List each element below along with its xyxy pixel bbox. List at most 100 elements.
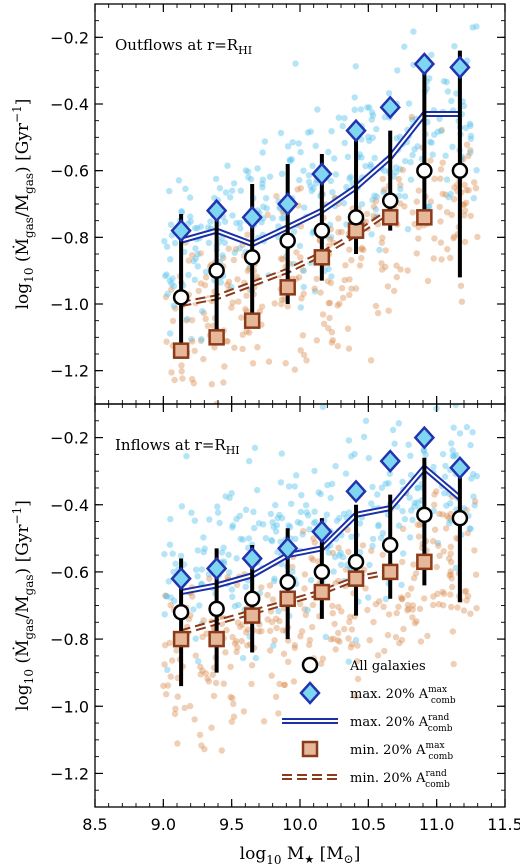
scatter-point-orange	[440, 602, 447, 609]
scatter-point-blue	[259, 180, 266, 187]
scatter-point-blue	[366, 561, 373, 569]
scatter-point-orange	[334, 342, 341, 350]
circle-marker	[279, 232, 296, 249]
scatter-point-orange	[278, 296, 286, 303]
scatter-point-orange	[311, 539, 318, 546]
scatter-point-orange	[199, 667, 206, 674]
scatter-point-orange	[320, 320, 328, 327]
scatter-point-orange	[327, 279, 335, 287]
scatter-point-blue	[312, 142, 319, 150]
scatter-point-blue	[366, 104, 373, 111]
scatter-point-blue	[162, 272, 169, 280]
scatter-point-blue	[200, 534, 207, 541]
scatter-point-blue	[356, 548, 364, 556]
scatter-point-blue	[288, 156, 296, 163]
scatter-point-orange	[358, 244, 366, 252]
scatter-point-blue	[470, 195, 477, 202]
scatter-point-blue	[426, 75, 433, 82]
square-marker	[172, 630, 190, 648]
scatter-point-orange	[178, 362, 185, 369]
scatter-point-orange	[297, 254, 304, 261]
scatter-point-orange	[243, 292, 250, 299]
scatter-point-orange	[167, 673, 174, 680]
scatter-point-orange	[192, 652, 199, 659]
scatter-point-blue	[186, 194, 194, 201]
scatter-point-orange	[433, 488, 440, 495]
circle-marker	[416, 506, 433, 524]
scatter-point-blue	[473, 167, 480, 174]
scatter-point-orange	[345, 345, 353, 352]
scatter-point-blue	[368, 116, 375, 123]
scatter-point-blue	[429, 151, 436, 158]
scatter-point-blue	[381, 167, 388, 174]
scatter-point-blue	[382, 480, 389, 487]
scatter-point-blue	[308, 187, 315, 195]
scatter-point-blue	[205, 224, 212, 231]
scatter-point-orange	[443, 512, 450, 519]
panel-inflows: −1.2 −1.0 −0.8 −0.6 −0.4 −0.2 Inflows at r=RHI…	[50, 396, 506, 808]
scatter-point-blue	[288, 500, 295, 507]
scatter-point-blue	[399, 478, 406, 485]
scatter-point-blue	[402, 157, 409, 165]
diamond-marker	[277, 192, 299, 216]
scatter-point-orange	[197, 337, 205, 344]
scatter-point-blue	[261, 138, 269, 145]
scatter-point-orange	[280, 650, 288, 657]
scatter-point-blue	[440, 78, 448, 85]
scatter-point-blue	[467, 122, 474, 129]
scatter-point-orange	[200, 617, 207, 624]
scatter-point-orange	[437, 175, 444, 182]
scatter-point-orange	[471, 179, 478, 186]
scatter-point-blue	[336, 552, 343, 559]
scatter-point-blue	[456, 430, 464, 437]
scatter-point-orange	[467, 610, 474, 617]
scatter-point-orange	[410, 574, 418, 582]
y-tick-label: −1.2	[50, 362, 89, 381]
scatter-point-blue	[192, 245, 199, 252]
circle-marker	[243, 590, 261, 608]
scatter-point-orange	[162, 293, 170, 301]
square-marker	[243, 607, 261, 624]
scatter-point-blue	[214, 503, 221, 510]
scatter-point-orange	[465, 152, 472, 160]
scatter-point-orange	[191, 347, 198, 355]
scatter-point-blue	[172, 560, 179, 567]
scatter-point-orange	[404, 267, 411, 274]
scatter-point-orange	[306, 636, 314, 644]
scatter-point-orange	[329, 337, 336, 344]
scatter-point-blue	[295, 140, 302, 147]
legend-label: max. 20% Arand comb	[350, 713, 453, 734]
scatter-point-blue	[409, 516, 416, 524]
scatter-point-blue	[284, 143, 292, 150]
scatter-point-orange	[187, 702, 194, 710]
scatter-point-blue	[266, 173, 274, 180]
scatter-point-blue	[381, 113, 389, 121]
y-tick-label: −1.0	[50, 697, 89, 716]
scatter-point-blue	[218, 549, 226, 556]
scatter-point-orange	[450, 235, 457, 242]
scatter-point-blue	[337, 561, 345, 568]
plot-area	[160, 396, 480, 754]
scatter-point-orange	[244, 267, 251, 275]
scatter-point-orange	[233, 581, 241, 588]
scatter-point-orange	[300, 290, 307, 297]
scatter-point-blue	[460, 505, 468, 512]
scatter-point-orange	[448, 575, 455, 582]
scatter-point-blue	[239, 654, 247, 662]
scatter-point-orange	[230, 256, 238, 264]
diamond-marker	[449, 55, 471, 80]
scatter-point-orange	[299, 267, 307, 274]
scatter-point-orange	[174, 740, 181, 747]
scatter-point-blue	[297, 520, 304, 527]
scatter-point-blue	[230, 180, 238, 187]
scatter-point-orange	[235, 298, 242, 305]
scatter-point-orange	[298, 295, 305, 302]
scatter-point-orange	[447, 543, 454, 550]
scatter-point-orange	[209, 671, 216, 678]
scatter-point-orange	[244, 626, 251, 633]
scatter-point-orange	[299, 332, 307, 339]
scatter-point-blue	[365, 594, 372, 601]
scatter-point-blue	[407, 452, 414, 459]
scatter-point-blue	[270, 642, 277, 649]
scatter-point-blue	[416, 396, 422, 402]
